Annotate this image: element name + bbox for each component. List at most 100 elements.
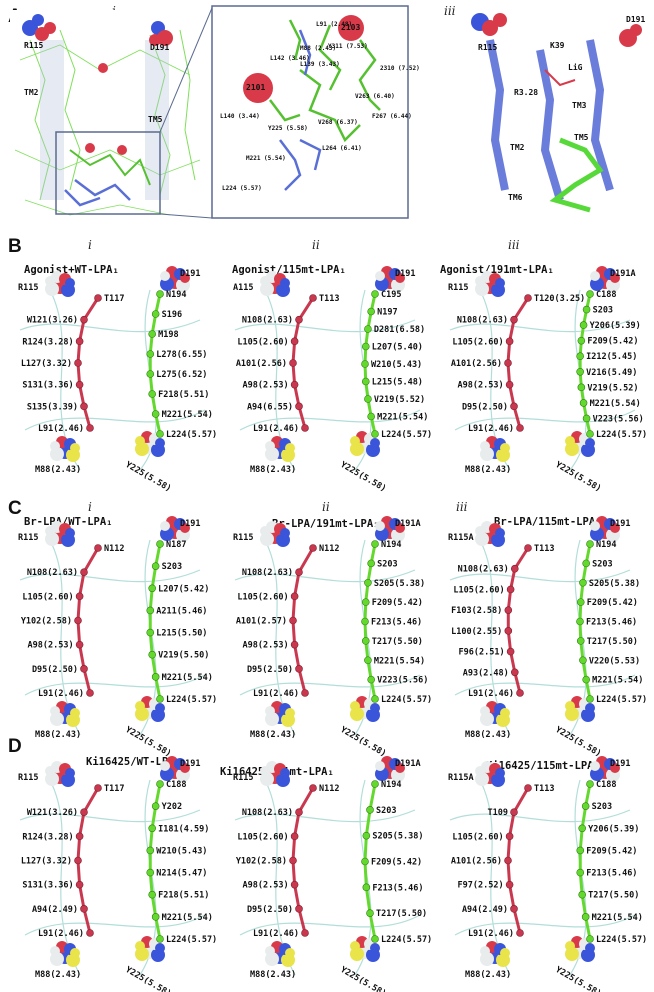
a-ii-res-m221: M221 (5.54) xyxy=(246,155,286,162)
a-iii-lig-label: LiG xyxy=(568,62,583,72)
panel-b-iii: R115 D191A T120(3.25) N108(2.63) L105(2.60) A… xyxy=(448,266,647,494)
right-residue-node xyxy=(361,637,370,645)
a-ii-res-l140: L140 (3.44) xyxy=(220,113,260,120)
right-residue-node xyxy=(576,846,585,855)
right-residue-label: N197 xyxy=(377,308,397,318)
left-residue-node xyxy=(504,856,512,865)
left-residue-node xyxy=(505,832,514,841)
roman-b-ii: ii xyxy=(312,238,320,252)
left-residue-node xyxy=(295,905,303,913)
left-residue-node xyxy=(301,424,309,432)
background-ribbon xyxy=(234,779,421,976)
right-residue-node xyxy=(367,412,375,421)
right-residue-node xyxy=(582,559,590,568)
a-i-tm2-label: TM2 xyxy=(24,88,39,97)
right-residue-node xyxy=(151,562,160,570)
right-residue-node xyxy=(586,540,594,548)
left-residue-label: L91(2.46) xyxy=(468,689,514,699)
right-residue-node xyxy=(577,383,586,392)
bottom-right-sphere xyxy=(350,696,380,722)
right-residue-label: M221(5.54) xyxy=(162,410,213,420)
bottom-right-sphere xyxy=(350,936,380,962)
bottom-right-residue-label: Y225(5.58) xyxy=(124,725,173,759)
top-left-residue-label: R115A xyxy=(448,533,474,543)
a-iii-d191-label: D191 xyxy=(626,15,645,24)
bottom-left-residue-label: M88(2.43) xyxy=(35,465,81,475)
right-residue-node xyxy=(361,598,370,606)
left-residue-label: N112 xyxy=(319,544,339,554)
left-residue-label: Y102(2.58) xyxy=(21,617,72,627)
left-residue-label: N108(2.63) xyxy=(458,565,509,575)
top-right-residue-label: D191 xyxy=(180,519,200,529)
left-residue-node xyxy=(524,784,532,792)
left-residue-label: T117 xyxy=(104,294,124,304)
left-residue-node xyxy=(516,689,524,697)
right-residue-node xyxy=(581,913,590,921)
left-residue-node xyxy=(80,568,88,576)
right-residue-label: T217(5.50) xyxy=(376,909,427,919)
right-residue-node xyxy=(577,336,586,345)
left-residue-label: T117 xyxy=(104,784,124,794)
left-residue-node xyxy=(290,592,299,601)
left-residue-node xyxy=(295,402,303,411)
right-residue-label: M221(5.54) xyxy=(374,656,425,666)
a-ii-res-v268: V268 (6.37) xyxy=(318,119,358,126)
left-residue-node xyxy=(80,665,88,673)
top-left-residue-label: R115 xyxy=(233,773,253,783)
left-residue-node xyxy=(504,606,513,614)
right-residue-label: F213(5.46) xyxy=(586,618,637,628)
left-residue-label: A94(2.49) xyxy=(32,905,78,915)
right-residue-node xyxy=(586,290,594,298)
left-residue-label: R124(3.28) xyxy=(22,832,73,842)
top-right-sphere xyxy=(375,266,405,292)
left-residue-node xyxy=(301,689,309,697)
left-residue-node xyxy=(75,592,84,601)
right-residue-label: L224(5.57) xyxy=(166,695,217,705)
right-residue-node xyxy=(361,617,369,626)
top-right-residue-label: D191A xyxy=(395,519,421,529)
right-residue-label: L224(5.57) xyxy=(166,430,217,440)
right-residue-label: S203 xyxy=(592,802,612,812)
right-residue-node xyxy=(148,584,156,593)
a-ii-2101-label: 2101 xyxy=(246,83,265,92)
top-left-sphere xyxy=(260,761,290,787)
top-left-sphere xyxy=(475,761,505,787)
right-residue-node xyxy=(361,360,369,368)
right-residue-label: F218(5.51) xyxy=(158,891,209,901)
left-residue-label: D95(2.50) xyxy=(462,402,508,412)
right-residue-node xyxy=(148,824,156,833)
a-iii-k39-label: K39 xyxy=(550,41,565,50)
right-residue-node xyxy=(146,628,155,637)
panel-letter-b: B xyxy=(8,236,22,257)
right-residue-node xyxy=(576,598,585,606)
top-left-residue-label: R115 xyxy=(233,533,253,543)
right-residue-label: N187 xyxy=(166,540,186,550)
top-left-residue-label: A115 xyxy=(233,283,253,293)
right-residue-label: N194 xyxy=(166,290,186,300)
right-residue-node xyxy=(156,290,164,298)
left-residue-node xyxy=(505,880,514,889)
left-residue-label: S135(3.39) xyxy=(27,402,78,412)
left-residue-node xyxy=(516,929,524,937)
left-residue-label: D95(2.50) xyxy=(247,905,293,915)
panel-a-graphics: R115 D191 TM2 TM5 2101 2103 L91 (2.48) M… xyxy=(10,5,645,220)
a-iii-tm6-label: TM6 xyxy=(508,193,523,202)
right-residue-label: Y206(5.39) xyxy=(588,824,639,834)
left-residue-label: L91(2.46) xyxy=(38,424,84,434)
right-residue-label: A211(5.46) xyxy=(156,606,207,616)
left-residue-label: F103(2.58) xyxy=(451,606,502,616)
right-residue-node xyxy=(148,390,156,398)
top-right-sphere xyxy=(160,266,190,292)
right-residue-node xyxy=(367,559,375,568)
left-residue-node xyxy=(86,929,94,937)
left-residue-label: N108(2.63) xyxy=(242,808,293,818)
right-residue-node xyxy=(156,540,164,548)
left-residue-node xyxy=(506,647,515,656)
top-right-sphere xyxy=(160,516,190,542)
panel-b-i: R115 D191 T117 W121(3.26) R124(3.28) L127(3.3… xyxy=(18,266,217,494)
left-residue-node xyxy=(290,640,299,649)
right-residue-node xyxy=(362,883,371,892)
left-residue-label: T113 xyxy=(534,544,554,554)
left-residue-node xyxy=(289,616,297,625)
left-residue-label: L105(2.60) xyxy=(22,592,73,602)
